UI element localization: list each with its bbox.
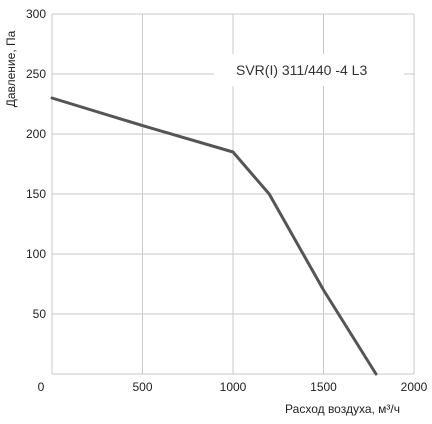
grid-layer	[51, 13, 415, 375]
x-tick-label: 1000	[220, 380, 247, 394]
x-tick-label: 1500	[310, 380, 337, 394]
annotation-background	[214, 54, 404, 86]
y-tick-label: 200	[26, 127, 46, 141]
series-line	[50, 96, 378, 376]
series-annotation: SVR(I) 311/440 -4 L3	[236, 62, 367, 78]
x-tick-label: 500	[132, 380, 152, 394]
y-tick-label: 300	[26, 7, 46, 21]
x-tick-label: 0	[38, 380, 45, 394]
y-tick-label: 100	[26, 247, 46, 261]
series-layer	[50, 96, 378, 376]
x-tick-label: 2000	[401, 380, 428, 394]
tick-layer: 50 100 150 200 250 300 0 500 1000 1500 2000	[26, 7, 428, 394]
x-axis-title: Расход воздуха, м³/ч	[285, 402, 400, 416]
y-axis-title: Давление, Па	[4, 30, 18, 107]
y-tick-label: 50	[33, 307, 47, 321]
y-tick-label: 150	[26, 187, 46, 201]
y-tick-label: 250	[26, 67, 46, 81]
